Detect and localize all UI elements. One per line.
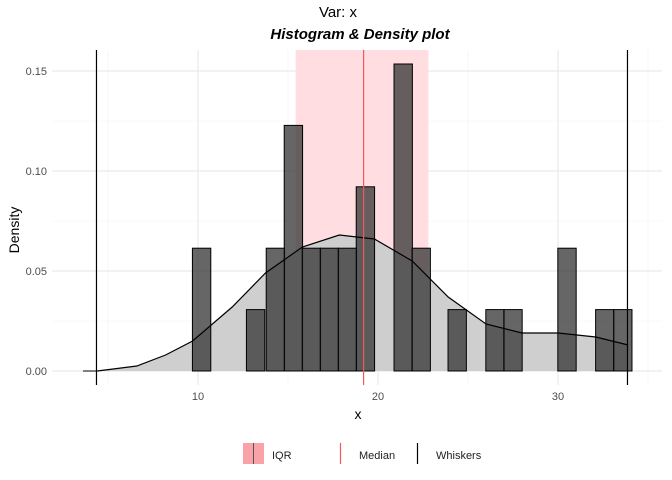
density-line bbox=[97, 234, 629, 372]
chart-subtitle: Histogram & Density plot bbox=[270, 26, 450, 43]
histogram-bar bbox=[485, 309, 505, 372]
chart-title: Var: x bbox=[319, 4, 358, 21]
legend: IQR Median Whiskers bbox=[243, 443, 482, 464]
histogram-bar bbox=[613, 309, 633, 372]
x-tick-label: 20 bbox=[372, 391, 384, 403]
legend-whiskers-label: Whiskers bbox=[436, 450, 482, 462]
histogram-bar bbox=[503, 309, 523, 372]
x-axis-label: x bbox=[355, 406, 362, 422]
y-axis-label: Density bbox=[6, 207, 22, 254]
x-tick-label: 30 bbox=[552, 391, 564, 403]
x-tick-label: 10 bbox=[192, 391, 204, 403]
y-tick-label: 0.15 bbox=[26, 66, 47, 78]
histogram-bar bbox=[301, 247, 322, 372]
y-tick-label: 0.00 bbox=[26, 366, 47, 378]
legend-median-label: Median bbox=[359, 450, 395, 462]
legend-iqr-label: IQR bbox=[272, 450, 292, 462]
histogram-bar bbox=[355, 186, 376, 372]
histogram-bar bbox=[393, 63, 413, 372]
histogram-bar bbox=[411, 247, 431, 372]
histogram-bar bbox=[245, 309, 266, 372]
y-tick-label: 0.05 bbox=[26, 266, 47, 278]
histogram-bar bbox=[447, 309, 467, 372]
tick-labels: 10 20 30 0.00 0.05 0.10 0.15 bbox=[26, 66, 565, 403]
histogram-bars bbox=[97, 63, 633, 372]
reference-lines bbox=[95, 50, 629, 385]
histogram-bar bbox=[319, 247, 340, 372]
histogram-bar bbox=[557, 247, 577, 372]
y-tick-label: 0.10 bbox=[26, 166, 47, 178]
histogram-bar bbox=[337, 247, 358, 372]
histogram-bar bbox=[191, 247, 212, 372]
